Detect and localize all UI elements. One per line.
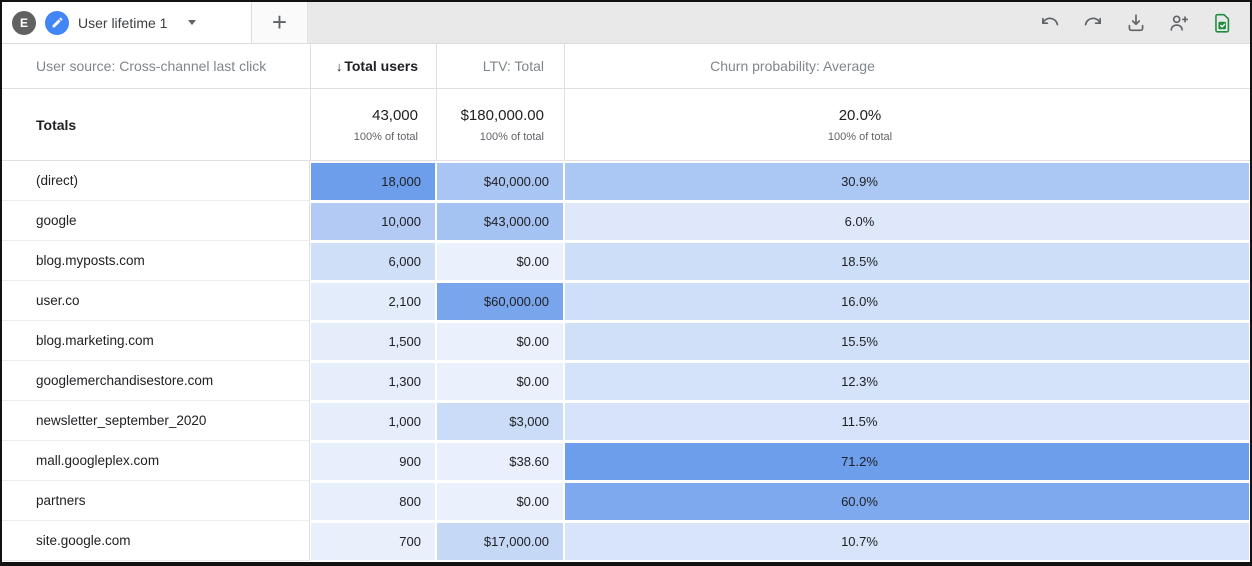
chevron-down-icon[interactable]: [188, 20, 197, 25]
row-label[interactable]: user.co: [2, 281, 310, 321]
churn-cell[interactable]: 16.0%: [565, 282, 1249, 320]
totals-label: Totals: [36, 116, 77, 133]
totals-ltv-cell: $180,000.00 100% of total: [436, 89, 564, 160]
totals-ltv-value: $180,000.00: [460, 106, 544, 124]
ltv-cell[interactable]: $0.00: [437, 362, 563, 400]
totals-users-sub: 100% of total: [353, 130, 418, 143]
undo-icon[interactable]: [1038, 11, 1062, 35]
table-header-row: User source: Cross-channel last click ↓ …: [2, 44, 1250, 89]
churn-cell[interactable]: 60.0%: [565, 482, 1249, 520]
header-dimension[interactable]: User source: Cross-channel last click: [36, 58, 267, 74]
toolbar: [308, 2, 1250, 43]
header-total-users[interactable]: ↓ Total users: [310, 44, 436, 88]
add-user-icon[interactable]: [1167, 11, 1191, 35]
totals-row: Totals 43,000 100% of total $180,000.00 …: [2, 89, 1250, 161]
table-row: googlemerchandisestore.com 1,300 $0.00 1…: [2, 361, 1250, 401]
header-churn[interactable]: Churn probability: Average: [564, 44, 1250, 88]
totals-churn-sub: 100% of total: [827, 130, 893, 143]
avatar[interactable]: E: [12, 10, 36, 35]
totals-churn-cell: 20.0% 100% of total: [564, 89, 1250, 160]
table-row: (direct) 18,000 $40,000.00 30.9%: [2, 161, 1250, 201]
totals-users-cell: 43,000 100% of total: [310, 89, 436, 160]
users-cell[interactable]: 2,100: [311, 282, 435, 320]
ltv-cell[interactable]: $3,000: [437, 402, 563, 440]
header-total-users-label: Total users: [344, 58, 418, 74]
users-cell[interactable]: 1,000: [311, 402, 435, 440]
churn-cell[interactable]: 30.9%: [565, 162, 1249, 200]
table-row: newsletter_september_2020 1,000 $3,000 1…: [2, 401, 1250, 441]
sort-descending-icon: ↓: [335, 58, 343, 74]
row-label[interactable]: mall.googleplex.com: [2, 441, 310, 481]
ltv-cell[interactable]: $0.00: [437, 322, 563, 360]
edit-pencil-icon: [45, 10, 69, 35]
row-label[interactable]: google: [2, 201, 310, 241]
churn-cell[interactable]: 6.0%: [565, 202, 1249, 240]
redo-icon[interactable]: [1081, 11, 1105, 35]
churn-cell[interactable]: 15.5%: [565, 322, 1249, 360]
churn-cell[interactable]: 18.5%: [565, 242, 1249, 280]
churn-cell[interactable]: 11.5%: [565, 402, 1249, 440]
ltv-cell[interactable]: $40,000.00: [437, 162, 563, 200]
churn-cell[interactable]: 10.7%: [565, 522, 1249, 560]
users-cell[interactable]: 18,000: [311, 162, 435, 200]
churn-cell[interactable]: 12.3%: [565, 362, 1249, 400]
header-ltv[interactable]: LTV: Total: [436, 44, 564, 88]
add-tab-button[interactable]: +: [252, 2, 308, 43]
row-label[interactable]: site.google.com: [2, 521, 310, 561]
row-label[interactable]: partners: [2, 481, 310, 521]
row-label[interactable]: blog.myposts.com: [2, 241, 310, 281]
users-cell[interactable]: 800: [311, 482, 435, 520]
table-row: blog.marketing.com 1,500 $0.00 15.5%: [2, 321, 1250, 361]
table-row: mall.googleplex.com 900 $38.60 71.2%: [2, 441, 1250, 481]
row-label[interactable]: googlemerchandisestore.com: [2, 361, 310, 401]
users-cell[interactable]: 900: [311, 442, 435, 480]
ltv-cell[interactable]: $0.00: [437, 242, 563, 280]
tab-strip: E User lifetime 1 +: [2, 2, 1250, 44]
table-row: partners 800 $0.00 60.0%: [2, 481, 1250, 521]
tab-user-lifetime[interactable]: E User lifetime 1: [2, 2, 252, 43]
export-sheets-icon[interactable]: [1210, 11, 1234, 35]
users-cell[interactable]: 6,000: [311, 242, 435, 280]
row-label[interactable]: blog.marketing.com: [2, 321, 310, 361]
ltv-cell[interactable]: $0.00: [437, 482, 563, 520]
download-icon[interactable]: [1124, 11, 1148, 35]
ltv-cell[interactable]: $38.60: [437, 442, 563, 480]
ltv-cell[interactable]: $17,000.00: [437, 522, 563, 560]
row-label[interactable]: (direct): [2, 161, 310, 201]
ltv-cell[interactable]: $60,000.00: [437, 282, 563, 320]
ltv-cell[interactable]: $43,000.00: [437, 202, 563, 240]
table-row: google 10,000 $43,000.00 6.0%: [2, 201, 1250, 241]
table-row: user.co 2,100 $60,000.00 16.0%: [2, 281, 1250, 321]
users-cell[interactable]: 1,300: [311, 362, 435, 400]
table-row: site.google.com 700 $17,000.00 10.7%: [2, 521, 1250, 561]
totals-users-value: 43,000: [372, 106, 418, 124]
tab-title: User lifetime 1: [78, 14, 168, 31]
users-cell[interactable]: 1,500: [311, 322, 435, 360]
row-label[interactable]: newsletter_september_2020: [2, 401, 310, 441]
churn-cell[interactable]: 71.2%: [565, 442, 1249, 480]
totals-churn-value: 20.0%: [838, 106, 882, 124]
totals-ltv-sub: 100% of total: [479, 130, 544, 143]
users-cell[interactable]: 10,000: [311, 202, 435, 240]
users-cell[interactable]: 700: [311, 522, 435, 560]
table-row: blog.myposts.com 6,000 $0.00 18.5%: [2, 241, 1250, 281]
